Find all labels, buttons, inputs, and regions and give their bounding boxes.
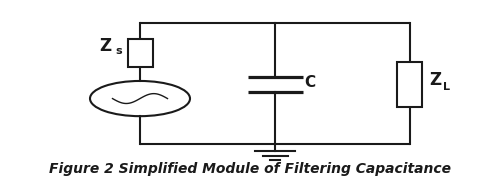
Text: C: C (304, 75, 316, 90)
Text: Z: Z (99, 37, 111, 55)
Text: Z: Z (429, 71, 441, 89)
Text: Figure 2 Simplified Module of Filtering Capacitance: Figure 2 Simplified Module of Filtering … (49, 162, 451, 176)
Bar (398, 62, 422, 107)
Text: s: s (116, 46, 122, 56)
Text: L: L (443, 82, 450, 92)
Bar (128, 39, 152, 67)
